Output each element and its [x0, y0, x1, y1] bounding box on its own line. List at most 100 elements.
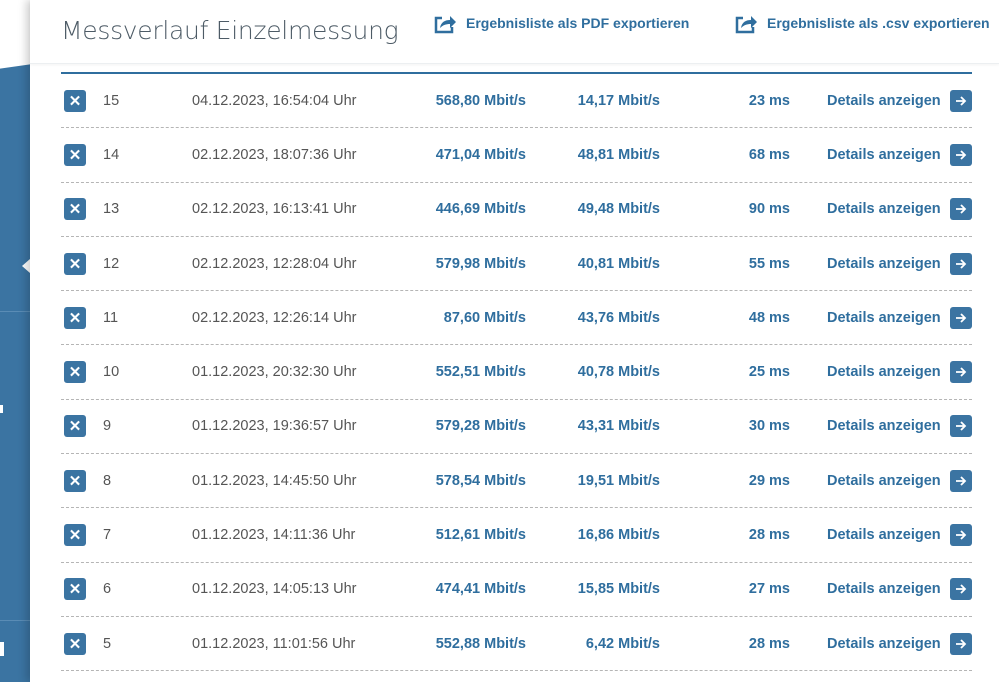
details-button[interactable]: [950, 89, 972, 112]
ping: 30 ms: [748, 418, 790, 435]
ping: 23 ms: [748, 92, 790, 109]
sidebar-divider: [0, 311, 30, 312]
download-speed: 578,54 Mbit/s: [435, 472, 526, 489]
sidebar-item-icon[interactable]: [0, 405, 3, 413]
measurement-date: 02.12.2023, 12:26:14 Uhr: [192, 309, 357, 326]
close-icon: ✕: [68, 255, 82, 273]
measurement-number: 13: [103, 201, 120, 218]
header: Messverlauf Einzelmessung Ergebnisliste …: [30, 0, 999, 64]
measurement-number: 8: [103, 472, 112, 489]
details-button[interactable]: [950, 415, 972, 438]
ping: 55 ms: [748, 255, 790, 272]
close-icon: ✕: [68, 418, 82, 436]
details-link[interactable]: Details anzeigen: [827, 581, 941, 598]
details-button[interactable]: [950, 198, 972, 221]
details-link[interactable]: Details anzeigen: [827, 146, 941, 163]
export-csv-label: Ergebnisliste als .csv exportieren: [767, 15, 990, 31]
details-link[interactable]: Details anzeigen: [827, 527, 941, 544]
measurement-date: 01.12.2023, 14:45:50 Uhr: [192, 472, 357, 489]
sidebar-top: [0, 0, 30, 69]
delete-button[interactable]: ✕: [64, 469, 86, 492]
table-row: ✕ 6 01.12.2023, 14:05:13 Uhr 474,41 Mbit…: [61, 563, 972, 617]
measurement-date: 02.12.2023, 18:07:36 Uhr: [192, 146, 357, 163]
details-link[interactable]: Details anzeigen: [827, 364, 941, 381]
download-speed: 552,88 Mbit/s: [435, 635, 526, 652]
download-speed: 474,41 Mbit/s: [435, 581, 526, 598]
details-button[interactable]: [950, 632, 972, 655]
delete-button[interactable]: ✕: [64, 415, 86, 438]
delete-button[interactable]: ✕: [64, 361, 86, 384]
close-icon: ✕: [68, 635, 82, 653]
upload-speed: 43,76 Mbit/s: [577, 309, 660, 326]
table-row: ✕ 10 01.12.2023, 20:32:30 Uhr 552,51 Mbi…: [61, 345, 972, 400]
details-button[interactable]: [950, 143, 972, 166]
table-row: ✕ 8 01.12.2023, 14:45:50 Uhr 578,54 Mbit…: [61, 454, 972, 509]
arrow-right-icon: [956, 584, 967, 594]
ping: 29 ms: [748, 472, 790, 489]
measurement-date: 01.12.2023, 20:32:30 Uhr: [192, 364, 357, 381]
close-icon: ✕: [68, 472, 82, 490]
upload-speed: 19,51 Mbit/s: [577, 472, 660, 489]
delete-button[interactable]: ✕: [64, 578, 86, 601]
delete-button[interactable]: ✕: [64, 198, 86, 221]
ping: 25 ms: [748, 364, 790, 381]
arrow-right-icon: [956, 204, 967, 214]
measurement-date: 01.12.2023, 11:01:56 Uhr: [192, 635, 356, 652]
download-speed: 568,80 Mbit/s: [435, 92, 526, 109]
upload-speed: 6,42 Mbit/s: [585, 635, 660, 652]
collapse-sidebar-icon[interactable]: [22, 259, 30, 273]
upload-speed: 15,85 Mbit/s: [577, 581, 660, 598]
measurement-number: 12: [103, 255, 120, 272]
ping: 48 ms: [748, 309, 790, 326]
sidebar-settings-icon[interactable]: [0, 642, 4, 656]
ping: 68 ms: [748, 146, 790, 163]
details-link[interactable]: Details anzeigen: [827, 92, 941, 109]
download-speed: 446,69 Mbit/s: [435, 201, 526, 218]
details-button[interactable]: [950, 252, 972, 275]
arrow-right-icon: [956, 258, 967, 269]
table-row: ✕ 5 01.12.2023, 11:01:56 Uhr 552,88 Mbit…: [61, 617, 972, 672]
upload-speed: 16,86 Mbit/s: [577, 527, 660, 544]
delete-button[interactable]: ✕: [64, 252, 86, 275]
download-speed: 552,51 Mbit/s: [435, 364, 526, 381]
measurement-date: 04.12.2023, 16:54:04 Uhr: [192, 92, 357, 109]
export-csv-button[interactable]: Ergebnisliste als .csv exportieren: [734, 12, 990, 34]
measurement-number: 14: [103, 146, 120, 163]
table-row: ✕ 9 01.12.2023, 19:36:57 Uhr 579,28 Mbit…: [61, 400, 972, 455]
close-icon: ✕: [68, 581, 82, 599]
sidebar-divider: [0, 620, 30, 621]
measurement-number: 15: [103, 92, 120, 109]
delete-button[interactable]: ✕: [64, 632, 86, 655]
details-button[interactable]: [950, 578, 972, 601]
upload-speed: 43,31 Mbit/s: [577, 418, 660, 435]
details-button[interactable]: [950, 469, 972, 492]
details-link[interactable]: Details anzeigen: [827, 309, 941, 326]
measurement-date: 02.12.2023, 12:28:04 Uhr: [192, 255, 357, 272]
measurement-number: 9: [103, 418, 112, 435]
results-table: ✕ 15 04.12.2023, 16:54:04 Uhr 568,80 Mbi…: [61, 72, 972, 672]
ping: 27 ms: [748, 581, 790, 598]
download-speed: 512,61 Mbit/s: [435, 527, 526, 544]
table-row: ✕ 11 02.12.2023, 12:26:14 Uhr 87,60 Mbit…: [61, 291, 972, 346]
details-link[interactable]: Details anzeigen: [827, 255, 941, 272]
delete-button[interactable]: ✕: [64, 89, 86, 112]
measurement-date: 02.12.2023, 16:13:41 Uhr: [192, 201, 357, 218]
close-icon: ✕: [68, 309, 82, 327]
table-row: ✕ 13 02.12.2023, 16:13:41 Uhr 446,69 Mbi…: [61, 183, 972, 237]
details-button[interactable]: [950, 361, 972, 384]
export-icon: [434, 16, 456, 34]
details-link[interactable]: Details anzeigen: [827, 472, 941, 489]
ping: 28 ms: [748, 527, 790, 544]
delete-button[interactable]: ✕: [64, 524, 86, 547]
measurement-number: 6: [103, 581, 112, 598]
measurement-number: 5: [103, 635, 112, 652]
details-link[interactable]: Details anzeigen: [827, 635, 941, 652]
delete-button[interactable]: ✕: [64, 306, 86, 329]
details-button[interactable]: [950, 306, 972, 329]
ping: 90 ms: [748, 201, 790, 218]
details-link[interactable]: Details anzeigen: [827, 418, 941, 435]
delete-button[interactable]: ✕: [64, 143, 86, 166]
details-link[interactable]: Details anzeigen: [827, 201, 941, 218]
export-pdf-button[interactable]: Ergebnisliste als PDF exportieren: [433, 12, 689, 34]
details-button[interactable]: [950, 524, 972, 547]
